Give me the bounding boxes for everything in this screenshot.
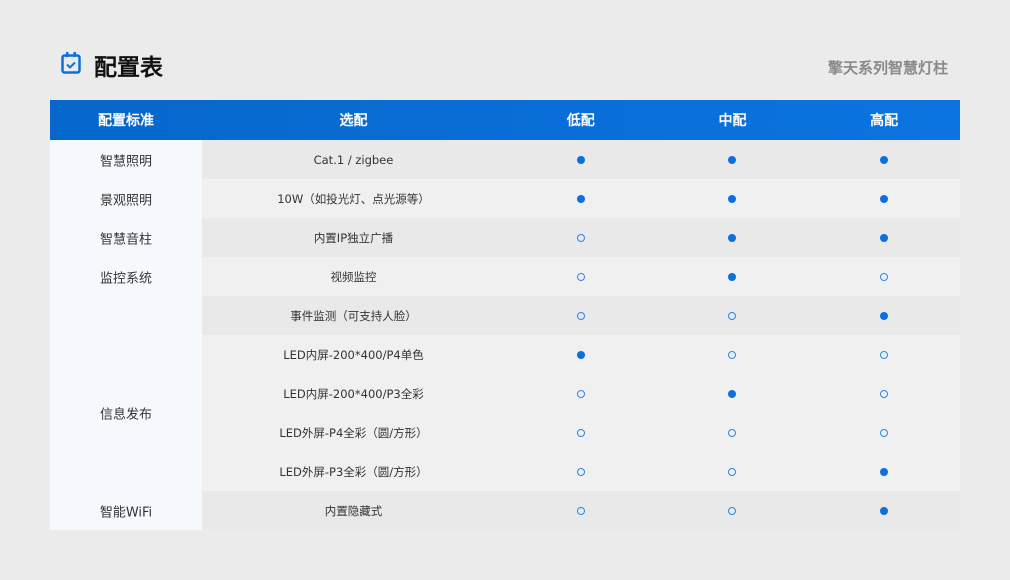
high-cell bbox=[808, 452, 960, 491]
mid-cell bbox=[657, 335, 809, 374]
filled-dot-icon bbox=[880, 311, 889, 320]
high-cell bbox=[808, 374, 960, 413]
option-cell: LED外屏-P4全彩（圆/方形） bbox=[279, 425, 428, 440]
col-header: 高配 bbox=[870, 113, 899, 129]
mid-cell bbox=[657, 140, 809, 179]
high-cell bbox=[808, 413, 960, 452]
low-cell bbox=[505, 413, 657, 452]
low-cell bbox=[505, 257, 657, 296]
low-cell bbox=[505, 218, 657, 257]
mid-cell bbox=[657, 218, 809, 257]
empty-circle-icon bbox=[576, 467, 585, 476]
option-cell: LED内屏-200*400/P3全彩 bbox=[283, 386, 424, 401]
empty-circle-icon bbox=[728, 311, 737, 320]
high-cell bbox=[808, 257, 960, 296]
high-cell bbox=[808, 296, 960, 335]
table-row: 内置IP独立广播 bbox=[202, 218, 960, 257]
mid-cell bbox=[657, 257, 809, 296]
table-row: LED外屏-P3全彩（圆/方形） bbox=[202, 452, 960, 491]
table-row: LED内屏-200*400/P4单色 bbox=[202, 335, 960, 374]
high-cell bbox=[808, 491, 960, 530]
high-cell bbox=[808, 218, 960, 257]
low-cell bbox=[505, 374, 657, 413]
table-row: 事件监测（可支持人脸） bbox=[202, 296, 960, 335]
empty-circle-icon bbox=[728, 428, 737, 437]
mid-cell bbox=[657, 179, 809, 218]
col-header: 配置标准 bbox=[97, 113, 154, 129]
filled-dot-icon bbox=[880, 155, 889, 164]
calendar-check-icon bbox=[61, 52, 81, 74]
col-header: 中配 bbox=[718, 113, 747, 129]
filled-dot-icon bbox=[576, 194, 585, 203]
empty-circle-icon bbox=[728, 467, 737, 476]
empty-circle-icon bbox=[880, 428, 889, 437]
option-cell: 10W（如投光灯、点光源等） bbox=[277, 191, 430, 206]
table-row: LED外屏-P4全彩（圆/方形） bbox=[202, 413, 960, 452]
category-label: 景观照明 bbox=[99, 193, 152, 208]
option-cell: 内置隐藏式 bbox=[324, 503, 383, 518]
filled-dot-icon bbox=[880, 506, 889, 515]
category-column: 智慧照明 景观照明 智慧音柱 监控系统 信息发布 智能WiFi bbox=[50, 140, 202, 530]
option-cell: 视频监控 bbox=[330, 269, 377, 284]
empty-circle-icon bbox=[576, 311, 585, 320]
table-row: 10W（如投光灯、点光源等） bbox=[202, 179, 960, 218]
empty-circle-icon bbox=[576, 506, 585, 515]
table-body: Cat.1 / zigbee 10W（如投光灯、点光源等） 内置IP独立广播 视频监控… bbox=[202, 140, 960, 530]
filled-dot-icon bbox=[880, 467, 889, 476]
table-row: Cat.1 / zigbee bbox=[202, 140, 960, 179]
empty-circle-icon bbox=[576, 272, 585, 281]
table-header: 配置标准 选配 低配 中配 高配 bbox=[50, 100, 960, 140]
low-cell bbox=[505, 491, 657, 530]
table-row: LED内屏-200*400/P3全彩 bbox=[202, 374, 960, 413]
filled-dot-icon bbox=[728, 272, 737, 281]
low-cell bbox=[505, 179, 657, 218]
filled-dot-icon bbox=[728, 194, 737, 203]
filled-dot-icon bbox=[728, 233, 737, 242]
low-cell bbox=[505, 140, 657, 179]
mid-cell bbox=[657, 413, 809, 452]
filled-dot-icon bbox=[576, 350, 585, 359]
mid-cell bbox=[657, 374, 809, 413]
filled-dot-icon bbox=[880, 194, 889, 203]
filled-dot-icon bbox=[728, 389, 737, 398]
empty-circle-icon bbox=[728, 506, 737, 515]
col-header: 低配 bbox=[566, 113, 595, 129]
mid-cell bbox=[657, 296, 809, 335]
filled-dot-icon bbox=[880, 233, 889, 242]
table-row: 视频监控 bbox=[202, 257, 960, 296]
option-cell: 内置IP独立广播 bbox=[313, 230, 394, 245]
high-cell bbox=[808, 179, 960, 218]
filled-dot-icon bbox=[576, 155, 585, 164]
table-row: 内置隐藏式 bbox=[202, 491, 960, 530]
option-cell: LED外屏-P3全彩（圆/方形） bbox=[279, 464, 428, 479]
empty-circle-icon bbox=[880, 272, 889, 281]
filled-dot-icon bbox=[728, 155, 737, 164]
option-cell: 事件监测（可支持人脸） bbox=[290, 308, 417, 323]
page-title: 配置表 bbox=[94, 55, 163, 81]
category-label: 智慧音柱 bbox=[99, 232, 152, 247]
empty-circle-icon bbox=[880, 350, 889, 359]
empty-circle-icon bbox=[880, 389, 889, 398]
config-table: 配置标准 选配 低配 中配 高配 智慧照明 景观照明 智慧音柱 监控系统 信息发… bbox=[50, 100, 960, 530]
mid-cell bbox=[657, 491, 809, 530]
empty-circle-icon bbox=[728, 350, 737, 359]
high-cell bbox=[808, 335, 960, 374]
high-cell bbox=[808, 140, 960, 179]
option-cell: LED内屏-200*400/P4单色 bbox=[283, 347, 424, 362]
low-cell bbox=[505, 452, 657, 491]
category-label: 信息发布 bbox=[99, 407, 152, 423]
category-label: 智慧照明 bbox=[99, 154, 152, 169]
category-label: 智能WiFi bbox=[99, 505, 153, 520]
low-cell bbox=[505, 335, 657, 374]
mid-cell bbox=[657, 452, 809, 491]
category-label: 监控系统 bbox=[99, 271, 152, 286]
empty-circle-icon bbox=[576, 428, 585, 437]
empty-circle-icon bbox=[576, 233, 585, 242]
option-cell: Cat.1 / zigbee bbox=[313, 152, 394, 167]
col-header: 选配 bbox=[339, 113, 368, 129]
page-subtitle: 擎天系列智慧灯柱 bbox=[827, 59, 948, 77]
low-cell bbox=[505, 296, 657, 335]
empty-circle-icon bbox=[576, 389, 585, 398]
